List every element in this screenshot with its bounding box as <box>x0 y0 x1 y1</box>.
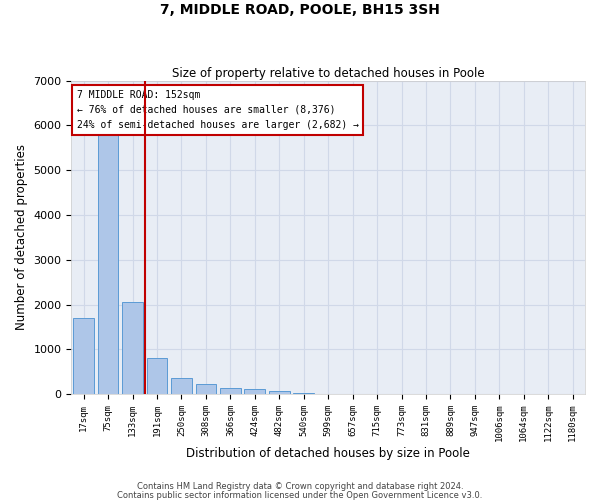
Bar <box>122 302 143 394</box>
Title: Size of property relative to detached houses in Poole: Size of property relative to detached ho… <box>172 66 485 80</box>
Text: 7, MIDDLE ROAD, POOLE, BH15 3SH: 7, MIDDLE ROAD, POOLE, BH15 3SH <box>160 2 440 16</box>
Bar <box>196 384 217 394</box>
Text: 7 MIDDLE ROAD: 152sqm
← 76% of detached houses are smaller (8,376)
24% of semi-d: 7 MIDDLE ROAD: 152sqm ← 76% of detached … <box>77 90 359 130</box>
Bar <box>244 389 265 394</box>
Bar <box>220 388 241 394</box>
Bar <box>293 393 314 394</box>
Y-axis label: Number of detached properties: Number of detached properties <box>15 144 28 330</box>
Bar <box>98 130 118 394</box>
Bar <box>171 378 192 394</box>
Bar <box>269 390 290 394</box>
Bar <box>146 358 167 394</box>
Bar <box>73 318 94 394</box>
X-axis label: Distribution of detached houses by size in Poole: Distribution of detached houses by size … <box>186 447 470 460</box>
Text: Contains public sector information licensed under the Open Government Licence v3: Contains public sector information licen… <box>118 491 482 500</box>
Text: Contains HM Land Registry data © Crown copyright and database right 2024.: Contains HM Land Registry data © Crown c… <box>137 482 463 491</box>
